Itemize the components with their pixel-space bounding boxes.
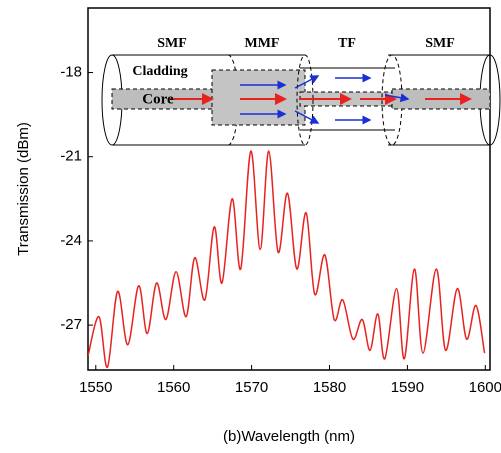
y-axis-label: Transmission (dBm) [15,122,32,256]
inset-label: TF [338,36,356,51]
y-tick-label: -21 [60,148,82,165]
y-tick-label: -18 [60,64,82,81]
y-tick-label: -24 [60,232,82,249]
x-tick-label: 1590 [391,379,424,396]
x-tick-label: 1600 [469,379,501,396]
inset-label: SMF [157,36,187,51]
inset-label: MMF [245,36,280,51]
inset-label: Core [142,91,174,107]
data-line [88,150,486,368]
inset-diagram [101,54,501,146]
inset-label: SMF [425,36,455,51]
x-tick-label: 1570 [235,379,268,396]
inset-label: Cladding [132,64,187,79]
y-tick-label: -27 [60,316,82,333]
x-axis-label: (b)Wavelength (nm) [223,428,355,445]
x-tick-label: 1580 [313,379,346,396]
plot-frame [87,7,491,371]
x-tick-label: 1560 [157,379,190,396]
x-tick-label: 1550 [79,379,112,396]
